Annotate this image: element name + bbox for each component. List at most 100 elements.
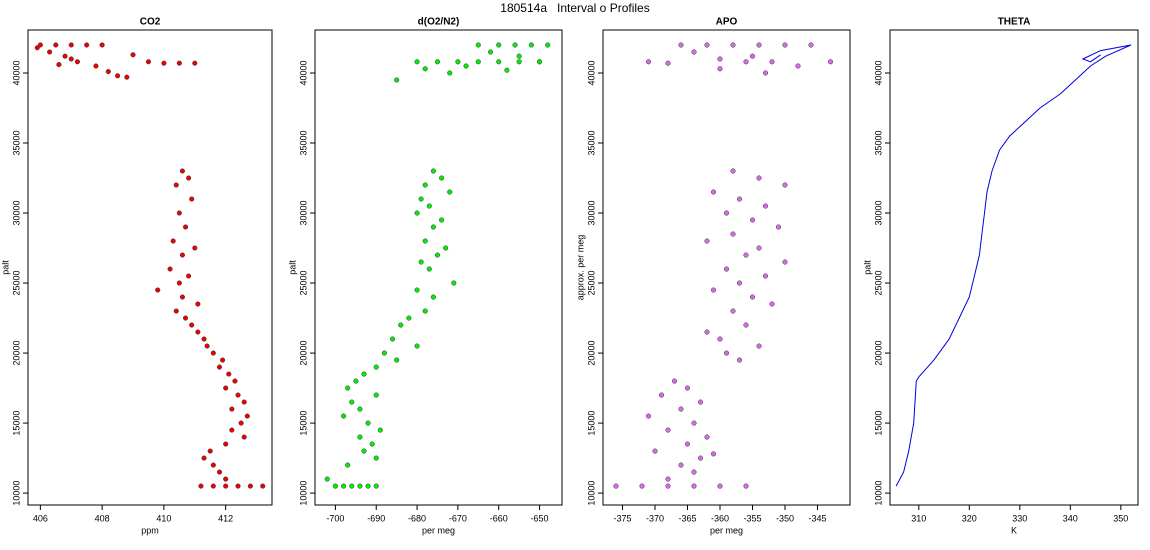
data-point	[678, 462, 684, 468]
x-tick-label: -650	[531, 513, 549, 523]
data-point	[176, 60, 182, 66]
x-tick-label: -690	[367, 513, 385, 523]
data-point	[639, 483, 645, 489]
data-point	[684, 441, 691, 447]
data-point	[439, 217, 445, 223]
y-tick-label: 10000	[873, 481, 883, 506]
data-point	[475, 59, 481, 65]
x-tick-label: -670	[449, 513, 467, 523]
data-point	[749, 294, 756, 300]
data-point	[414, 59, 420, 65]
data-point	[756, 343, 762, 349]
data-point	[743, 483, 749, 489]
y-tick-label: 35000	[873, 130, 883, 155]
data-point	[220, 357, 226, 363]
data-point	[229, 427, 235, 433]
x-tick-label: 410	[156, 513, 171, 523]
data-point	[357, 483, 363, 489]
y-tick-label: 15000	[298, 411, 308, 436]
x-tick-label: 310	[911, 513, 926, 523]
data-point	[241, 399, 247, 405]
data-point	[56, 62, 62, 68]
x-tick-label: 340	[1063, 513, 1078, 523]
data-point	[749, 217, 756, 223]
x-tick-label: 350	[1113, 513, 1128, 523]
data-point	[173, 182, 179, 188]
data-point	[361, 448, 367, 454]
data-point	[736, 196, 743, 202]
data-point	[743, 252, 749, 258]
y-tick-label: 20000	[11, 341, 21, 366]
data-point	[161, 60, 167, 66]
data-point	[691, 420, 697, 426]
data-point	[710, 451, 717, 457]
data-point	[244, 413, 250, 419]
data-point	[155, 287, 161, 293]
data-point	[422, 66, 428, 72]
data-point	[678, 42, 684, 48]
y-tick-label: 20000	[586, 341, 596, 366]
data-point	[189, 196, 195, 202]
data-point	[717, 56, 723, 62]
data-point	[704, 329, 710, 335]
data-point	[762, 273, 769, 279]
y-tick-label: 15000	[873, 411, 883, 436]
data-point	[176, 210, 182, 216]
data-point	[795, 63, 801, 69]
x-axis-label: per meg	[422, 525, 455, 535]
y-tick-label: 10000	[586, 481, 596, 506]
data-point	[658, 392, 665, 398]
y-tick-label: 40000	[11, 60, 21, 85]
data-point	[691, 469, 697, 475]
data-point	[223, 483, 229, 489]
data-point	[422, 238, 428, 244]
data-point	[192, 60, 198, 66]
x-axis-label: ppm	[141, 525, 159, 535]
data-point	[717, 483, 723, 489]
data-point	[373, 483, 379, 489]
data-point	[235, 392, 241, 398]
y-tick-label: 30000	[873, 201, 883, 226]
data-point	[232, 378, 238, 384]
data-point	[536, 59, 543, 65]
data-point	[422, 182, 428, 188]
data-point	[782, 182, 788, 188]
data-point	[34, 45, 40, 51]
data-point	[723, 266, 730, 272]
x-axis-label: per meg	[710, 525, 743, 535]
data-point	[678, 406, 684, 412]
data-point	[455, 59, 461, 65]
y-tick-label: 25000	[298, 271, 308, 296]
data-point	[357, 406, 363, 412]
data-point	[756, 175, 762, 181]
profile-line	[895, 44, 1132, 487]
data-point	[361, 371, 367, 377]
y-tick-label: 10000	[11, 481, 21, 506]
x-tick-label: -345	[808, 513, 826, 523]
x-tick-label: -680	[408, 513, 426, 523]
data-point	[730, 231, 736, 237]
data-point	[516, 53, 522, 59]
y-tick-label: 25000	[586, 271, 596, 296]
data-point	[545, 42, 551, 48]
data-point	[422, 308, 428, 314]
x-tick-label: 408	[95, 513, 110, 523]
data-point	[782, 42, 788, 48]
y-tick-label: 15000	[11, 411, 21, 436]
data-point	[345, 462, 351, 468]
x-tick-label: 406	[33, 513, 48, 523]
data-point	[341, 413, 347, 419]
data-point	[496, 59, 502, 65]
y-tick-label: 35000	[586, 130, 596, 155]
data-point	[645, 413, 652, 419]
data-point	[84, 42, 90, 48]
data-point	[53, 42, 59, 48]
x-tick-label: -370	[646, 513, 664, 523]
data-point	[369, 441, 375, 447]
data-point	[390, 336, 396, 342]
chart-title: 180514a Interval o Profiles	[500, 1, 649, 15]
y-tick-label: 10000	[298, 481, 308, 506]
data-point	[756, 42, 762, 48]
x-tick-label: -360	[711, 513, 729, 523]
